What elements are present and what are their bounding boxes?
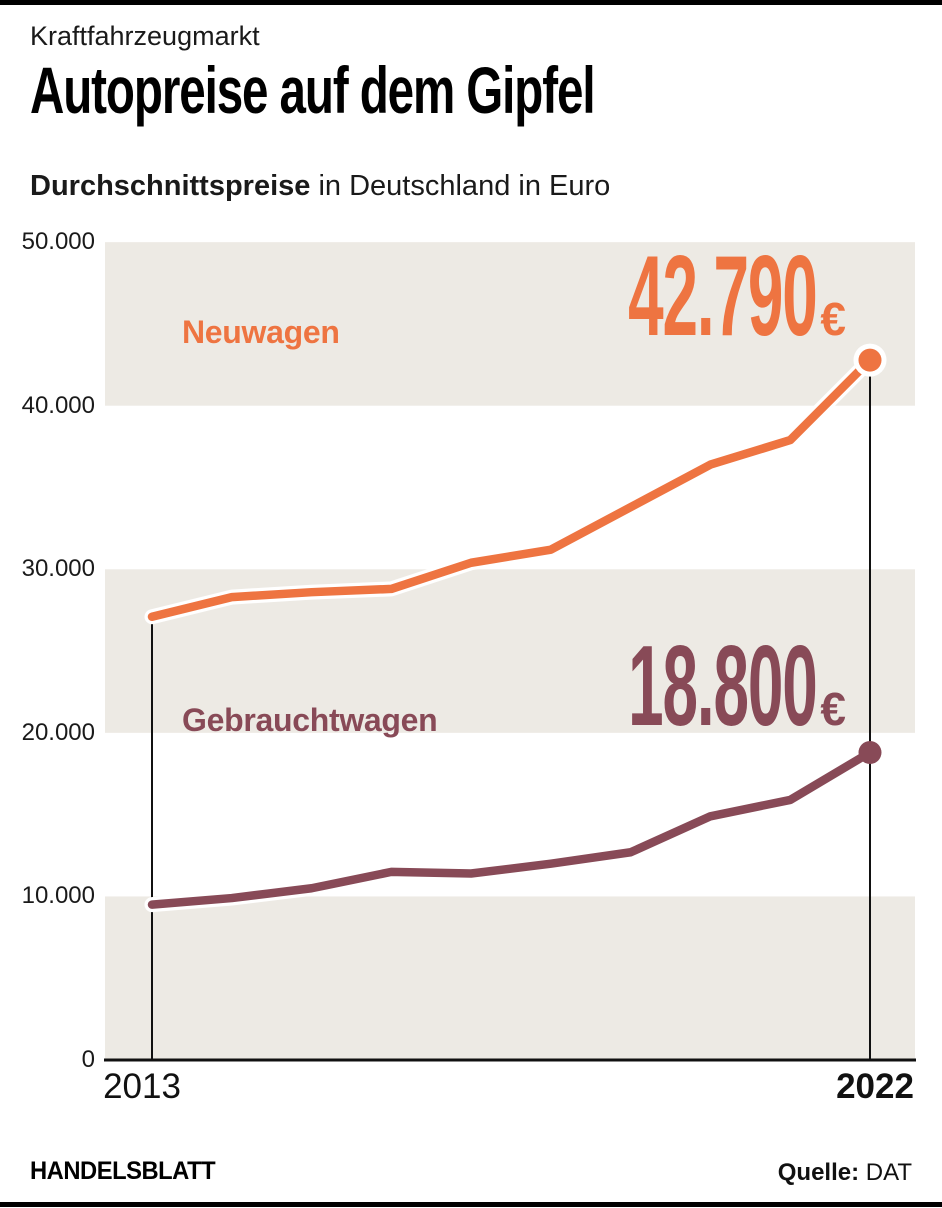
top-rule — [0, 0, 942, 5]
neuwagen-end-value: 42.790 € — [480, 240, 846, 354]
plot-band — [105, 896, 915, 1060]
gebrauchtwagen-line-casing — [144, 744, 878, 913]
gebrauchtwagen-line — [147, 748, 875, 909]
y-axis-label-20000: 20.000 — [21, 718, 95, 746]
y-axis-label-50000: 50.000 — [21, 228, 95, 256]
y-axis-label-10000: 10.000 — [21, 882, 95, 910]
y-axis-label-40000: 40.000 — [21, 391, 95, 419]
subtitle-rest: in Deutschland in Euro — [310, 170, 611, 202]
neuwagen-endpoint — [858, 348, 882, 372]
subtitle-bold: Durchschnittspreise — [30, 170, 311, 202]
source-label: Quelle: — [777, 1159, 860, 1186]
neuwagen-price: 42.790 — [627, 233, 818, 360]
page-title: Autopreise auf dem Gipfel — [30, 53, 596, 127]
x-axis-label-2022: 2022 — [836, 1067, 914, 1106]
source-value: DAT — [865, 1159, 912, 1186]
euro-sign: € — [820, 683, 846, 735]
x-axis-label-2013: 2013 — [103, 1067, 181, 1106]
bottom-rule — [0, 1202, 942, 1207]
euro-sign: € — [820, 293, 846, 345]
source-credit: Quelle: DAT — [778, 1159, 912, 1187]
brand-logo: HANDELSBLATT — [30, 1157, 216, 1185]
gebrauchtwagen-endpoint — [858, 740, 882, 764]
chart-subtitle: Durchschnittspreise in Deutschland in Eu… — [30, 170, 610, 203]
neuwagen-line — [147, 355, 875, 621]
series-label-gebrauchtwagen: Gebrauchtwagen — [182, 702, 438, 738]
gebrauchtwagen-price: 18.800 — [627, 623, 818, 750]
y-axis-label-0: 0 — [81, 1046, 95, 1073]
y-axis-label-30000: 30.000 — [21, 555, 95, 583]
series-label-neuwagen: Neuwagen — [182, 314, 340, 350]
kicker: Kraftfahrzeugmarkt — [30, 21, 260, 51]
plot-band — [105, 242, 915, 406]
gebrauchtwagen-end-value: 18.800 € — [480, 630, 846, 744]
